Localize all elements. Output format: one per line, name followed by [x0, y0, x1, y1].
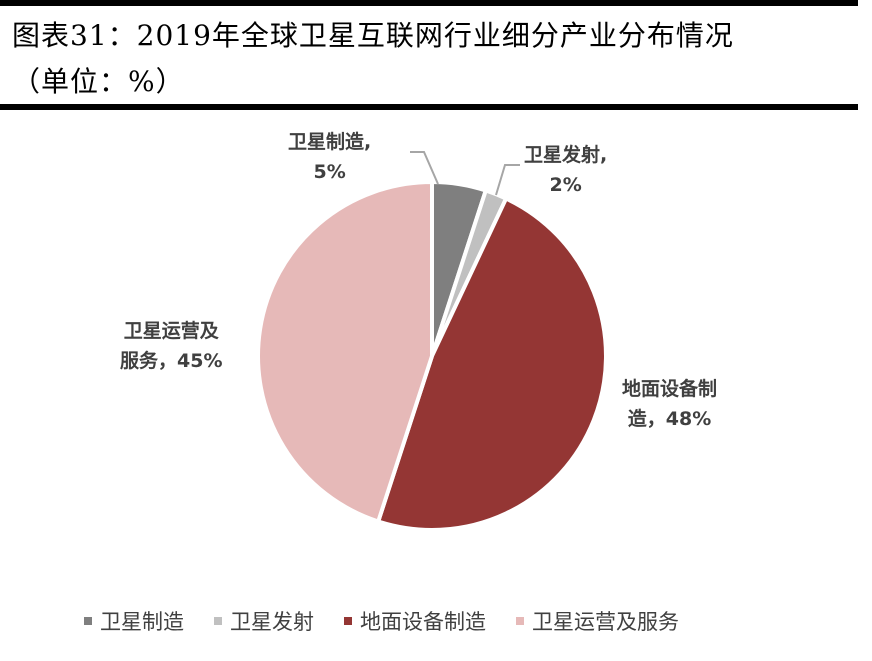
label-name: 卫星运营及	[123, 320, 219, 342]
label-name: 卫星发射,	[524, 144, 608, 166]
legend-swatch	[344, 617, 352, 625]
leader-line-manufacturing	[410, 151, 439, 185]
legend-label: 地面设备制造	[360, 610, 486, 634]
legend-label: 卫星制造	[100, 610, 184, 634]
label-value: 服务，45%	[120, 350, 223, 372]
legend-item-manufacturing: 卫星制造	[84, 606, 184, 636]
label-name: 地面设备制	[622, 378, 718, 400]
legend-item-operation: 卫星运营及服务	[516, 606, 679, 636]
legend-label: 卫星发射	[230, 610, 314, 634]
legend: 卫星制造 卫星发射 地面设备制造 卫星运营及服务	[84, 606, 709, 636]
legend-swatch	[516, 617, 524, 625]
legend-item-ground: 地面设备制造	[344, 606, 486, 636]
pie-slices	[256, 179, 608, 532]
top-rule	[0, 0, 858, 6]
legend-swatch	[214, 617, 222, 625]
pie-slice-ground	[375, 195, 608, 532]
legend-swatch	[84, 617, 92, 625]
label-value: 造，48%	[627, 408, 712, 430]
chart-title: 图表31：2019年全球卫星互联网行业细分产业分布情况	[12, 19, 734, 52]
data-label-launch: 卫星发射, 2%	[524, 140, 607, 200]
legend-item-launch: 卫星发射	[214, 606, 314, 636]
title-rule	[0, 104, 858, 110]
pie-slice-operation	[256, 179, 434, 525]
data-label-operation: 卫星运营及 服务，45%	[120, 316, 222, 376]
leader-line-launch	[495, 164, 520, 196]
label-value: 5%	[313, 161, 346, 183]
label-name: 卫星制造,	[288, 131, 372, 153]
legend-label: 卫星运营及服务	[532, 610, 679, 634]
label-value: 2%	[549, 174, 582, 196]
data-label-ground: 地面设备制 造，48%	[622, 374, 717, 434]
chart-unit: （单位：%）	[12, 65, 185, 98]
data-label-manufacturing: 卫星制造, 5%	[288, 127, 371, 187]
